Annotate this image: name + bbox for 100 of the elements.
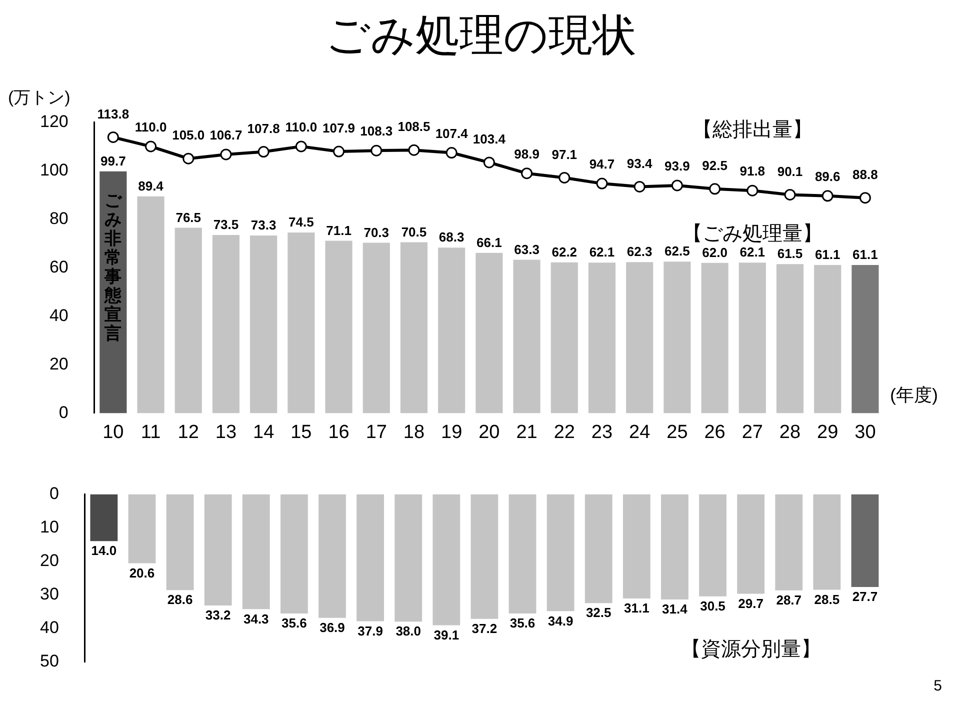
x-tick-label: 11 <box>140 422 161 443</box>
y-tick-label: 20 <box>49 354 68 374</box>
bar <box>325 240 352 414</box>
data-label: 29.7 <box>738 596 764 611</box>
data-label: 63.3 <box>514 242 540 257</box>
point <box>784 188 796 200</box>
data-label: 106.7 <box>210 128 242 143</box>
data-label: 62.1 <box>589 244 615 260</box>
data-label: 107.9 <box>322 120 356 136</box>
y-tick-label: 30 <box>40 584 59 604</box>
data-label: 37.2 <box>472 620 498 636</box>
point <box>634 180 646 192</box>
bar <box>394 494 422 622</box>
point <box>408 144 420 156</box>
data-label: 74.5 <box>288 214 314 230</box>
data-label: 62.1 <box>740 244 766 260</box>
data-label: 113.8 <box>97 106 130 122</box>
x-tick-label: 23 <box>591 422 613 443</box>
point <box>558 172 570 184</box>
data-label: 28.5 <box>814 592 840 607</box>
data-label: 93.9 <box>664 158 690 174</box>
annotation: ごみ非常事態宣言 <box>104 190 123 343</box>
bar <box>622 494 650 598</box>
point <box>859 192 871 204</box>
bar <box>476 252 503 414</box>
bar <box>288 232 315 414</box>
data-label: 92.5 <box>702 158 728 173</box>
bar <box>699 494 726 596</box>
text: 【総排出量】 <box>692 119 812 142</box>
bar <box>550 262 578 414</box>
x-tick-label: 21 <box>516 422 538 443</box>
data-label: 93.4 <box>626 156 654 171</box>
data-label: 31.1 <box>624 600 650 616</box>
bar <box>513 260 540 414</box>
data-label: 28.7 <box>776 592 802 608</box>
data-label: 28.6 <box>167 592 193 608</box>
data-label: 88.8 <box>852 166 878 182</box>
x-tick-label: 14 <box>253 422 275 443</box>
bar <box>851 494 879 588</box>
y-tick-label: 20 <box>40 550 59 570</box>
point <box>220 148 232 160</box>
x-tick-label: 17 <box>366 422 387 443</box>
x-tick-label: 15 <box>290 422 312 443</box>
point <box>107 131 119 143</box>
data-label: 108.5 <box>398 119 430 134</box>
bar <box>701 262 728 414</box>
x-tick-label: 26 <box>704 422 726 443</box>
bar <box>438 248 466 414</box>
bar <box>470 494 498 619</box>
data-label: 91.8 <box>740 164 766 179</box>
point <box>295 140 307 152</box>
y-tick-label: 0 <box>58 402 68 422</box>
x-tick-label: 12 <box>178 422 199 443</box>
data-label: 27.7 <box>852 589 878 604</box>
bar <box>776 264 804 414</box>
bar <box>626 262 654 414</box>
data-label: 38.0 <box>396 624 422 639</box>
bar <box>166 494 194 590</box>
bar <box>508 494 536 614</box>
data-label: 32.5 <box>586 605 612 620</box>
point <box>483 156 495 168</box>
series-label: 【資源分別量】 <box>680 638 821 660</box>
data-label: 62.2 <box>552 244 578 260</box>
data-label: 73.3 <box>250 218 276 233</box>
x-tick-label: 13 <box>215 422 237 443</box>
data-label: 98.9 <box>514 146 540 162</box>
bar <box>128 494 156 564</box>
data-label: 61.1 <box>814 247 840 262</box>
y-tick-label: 60 <box>49 257 68 276</box>
bar <box>546 494 574 612</box>
bar <box>400 242 428 414</box>
text: 5 <box>934 678 942 695</box>
point <box>258 146 270 158</box>
x-tick-label: 27 <box>742 422 763 443</box>
y-axis-title: (万トン) <box>8 87 70 109</box>
data-label: 34.9 <box>548 613 574 628</box>
x-tick-label: 20 <box>478 422 500 443</box>
data-label: 71.1 <box>326 222 352 238</box>
bar <box>204 494 232 606</box>
x-axis-title: (年度) <box>890 385 938 406</box>
data-label: 37.9 <box>358 623 383 638</box>
x-tick-label: 16 <box>328 422 350 443</box>
point <box>822 190 834 202</box>
bar <box>432 494 460 626</box>
bar <box>584 494 612 604</box>
data-label: 34.3 <box>243 611 269 626</box>
x-tick-label: 29 <box>817 422 838 443</box>
x-tick-label: 28 <box>779 422 801 443</box>
x-tick-label: 22 <box>554 422 575 443</box>
data-label: 108.3 <box>360 124 393 139</box>
x-tick-label: 10 <box>102 422 124 443</box>
data-label: 110.0 <box>134 120 167 135</box>
bar <box>362 242 390 414</box>
data-label: 31.4 <box>662 602 688 617</box>
data-label: 62.0 <box>702 244 728 260</box>
bar <box>588 262 616 414</box>
point <box>182 152 194 164</box>
bar <box>90 494 118 542</box>
point <box>596 178 608 190</box>
data-label: 90.1 <box>777 164 803 179</box>
